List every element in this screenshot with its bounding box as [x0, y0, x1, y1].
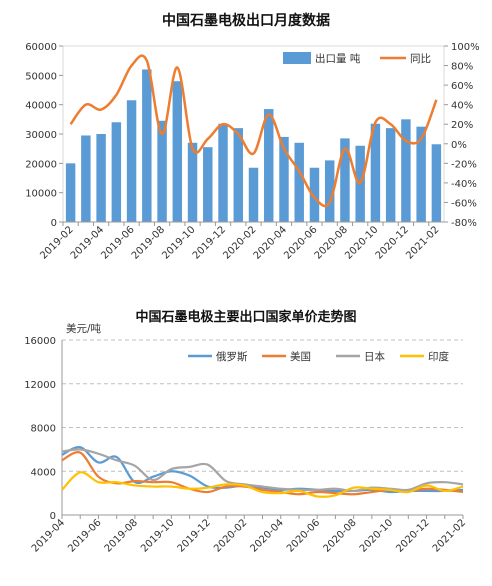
- y-right-tick-label: 60%: [451, 81, 473, 92]
- yoy-line: [69, 54, 438, 208]
- y-left-tick-label: 50000: [25, 71, 57, 82]
- x-tick-label: 2019-04: [30, 517, 67, 554]
- x-tick-label: 2021-02: [404, 224, 441, 261]
- y-left-tick-label: 60000: [25, 42, 57, 53]
- y-tick-label: 16000: [24, 336, 56, 347]
- bar: [142, 69, 152, 222]
- y-right-tick-label: -60%: [451, 198, 477, 209]
- bar: [96, 134, 106, 222]
- y-left-tick-label: 20000: [25, 159, 57, 170]
- bar: [65, 163, 76, 222]
- x-tick-label: 2019-06: [66, 517, 103, 554]
- bar: [218, 123, 228, 222]
- bar: [157, 120, 167, 222]
- y-tick-label: 4000: [31, 467, 56, 478]
- y-right-tick-label: 0%: [451, 140, 467, 151]
- y-right-tick-label: 20%: [451, 120, 473, 131]
- y-right-tick-label: -20%: [451, 159, 477, 170]
- bar: [385, 128, 396, 222]
- bar: [81, 135, 91, 222]
- y-tick-label: 12000: [24, 380, 56, 391]
- legend-label: 印度: [428, 350, 449, 363]
- legend-label-line: 同比: [410, 52, 431, 65]
- bar: [248, 167, 259, 222]
- chart-title: 中国石墨电极主要出口国家单价走势图: [135, 310, 357, 325]
- bar: [203, 147, 213, 222]
- bar: [309, 167, 320, 222]
- y-right-tick-label: -80%: [451, 218, 477, 229]
- y-right-tick-label: -40%: [451, 179, 477, 190]
- x-tick-label: 2020-04: [249, 517, 286, 554]
- bar: [401, 119, 411, 222]
- legend-label: 俄罗斯: [216, 350, 248, 363]
- y-tick-label: 0: [50, 511, 56, 522]
- y-tick-label: 8000: [31, 424, 56, 435]
- bar: [340, 138, 350, 222]
- legend-label-bar: 出口量 吨: [315, 52, 361, 65]
- x-tick-label: 2019-12: [176, 517, 213, 554]
- bar: [416, 126, 426, 222]
- x-tick-label: 2020-10: [358, 517, 395, 554]
- y-right-tick-label: 100%: [451, 42, 480, 53]
- export-volume-chart-svg: 0 10000 20000 30000 40000 50000 60000 -80% -60% -…: [25, 42, 480, 262]
- bar: [324, 160, 335, 222]
- bar: [187, 142, 198, 222]
- legend-label: 美国: [290, 350, 311, 363]
- bar: [431, 144, 442, 222]
- bar: [233, 128, 243, 222]
- bar: [279, 136, 289, 222]
- export-volume-chart: 中国石墨电极出口月度数据 0 10000 20000 30000 40000 50000 6…: [0, 0, 492, 290]
- series-line: [61, 445, 464, 494]
- x-tick-label: 2021-02: [431, 517, 468, 554]
- y-right-tick-label: 80%: [451, 62, 473, 73]
- y-left-tick-label: 0: [51, 218, 57, 229]
- y-left-tick-label: 30000: [25, 130, 57, 141]
- bar: [264, 109, 274, 222]
- bar: [111, 122, 122, 222]
- bar: [126, 100, 137, 222]
- x-tick-label: 2020-12: [394, 517, 431, 554]
- x-tick-label: 2019-08: [103, 517, 140, 554]
- bar: [294, 142, 304, 222]
- y-right-tick-label: 40%: [451, 101, 473, 112]
- y-left-tick-label: 40000: [25, 101, 57, 112]
- series-line: [61, 471, 464, 498]
- y-left-tick-label: 10000: [25, 189, 57, 200]
- legend-label: 日本: [364, 350, 385, 363]
- x-tick-label: 2019-10: [139, 517, 176, 554]
- bar: [370, 123, 381, 222]
- series-line: [61, 448, 464, 493]
- x-tick-label: 2020-02: [212, 517, 249, 554]
- x-tick-label: 2020-06: [285, 517, 322, 554]
- x-tick-label: 2020-08: [321, 517, 358, 554]
- bar: [172, 81, 183, 222]
- chart-title: 中国石墨电极出口月度数据: [162, 13, 330, 29]
- legend-swatch-bar: [283, 52, 311, 64]
- unit-price-chart: 中国石墨电极主要出口国家单价走势图 美元/吨 0 4000 8000 12000 1600…: [0, 290, 492, 582]
- y-axis-unit: 美元/吨: [66, 322, 102, 335]
